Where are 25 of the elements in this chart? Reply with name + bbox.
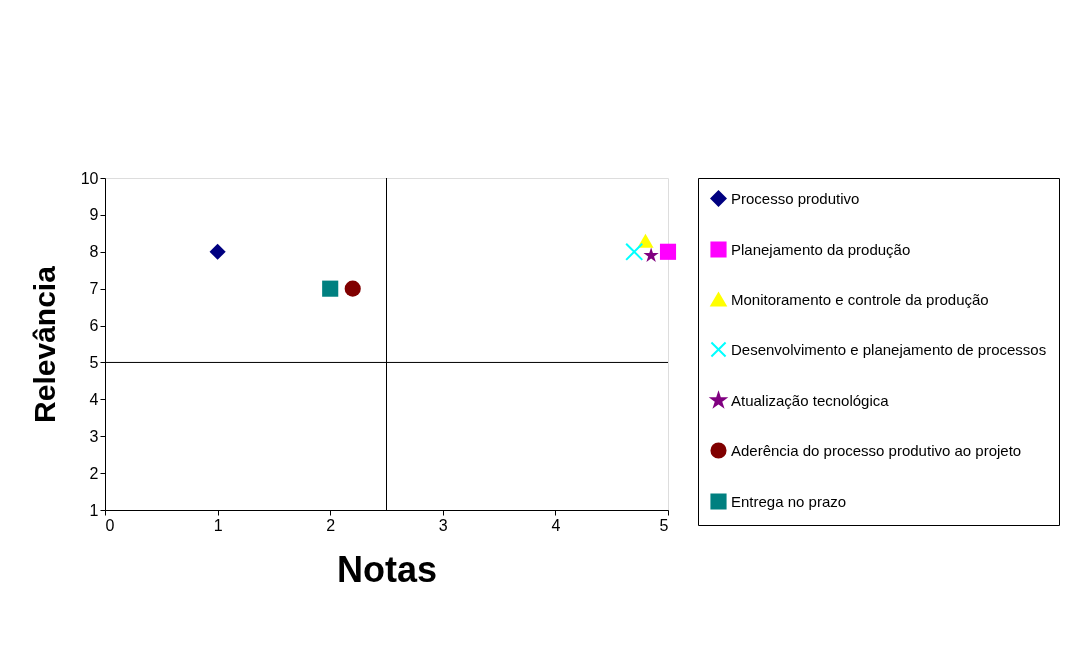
legend-label: Planejamento da produção bbox=[731, 240, 911, 258]
y-tick-label: 9 bbox=[89, 206, 99, 224]
x-tick-label: 1 bbox=[213, 516, 223, 534]
x-axis-title: Notas bbox=[336, 548, 438, 590]
y-tick-label: 6 bbox=[89, 317, 99, 335]
y-tick-label: 7 bbox=[89, 280, 99, 298]
x-tick-label: 3 bbox=[438, 516, 448, 534]
x-tick-label: 4 bbox=[551, 516, 561, 534]
legend-label: Processo produtivo bbox=[731, 189, 860, 207]
y-tick-label: 1 bbox=[89, 501, 99, 519]
x-tick-label: 5 bbox=[659, 516, 669, 534]
legend-label: Atualização tecnológica bbox=[731, 391, 890, 409]
legend-label: Desenvolvimento e planejamento de processos bbox=[731, 340, 1047, 358]
x-tick-label: 0 bbox=[105, 516, 115, 534]
x-tick-label: 2 bbox=[326, 516, 336, 534]
legend-label: Monitoramento e controle da produção bbox=[731, 290, 989, 308]
y-tick-label: 4 bbox=[89, 390, 99, 408]
y-tick-label: 2 bbox=[89, 464, 99, 482]
y-axis-title: Relevância bbox=[27, 265, 61, 423]
y-tick-label: 3 bbox=[89, 427, 99, 445]
y-tick-label: 10 bbox=[80, 169, 99, 187]
legend-label: Entrega no prazo bbox=[731, 492, 847, 510]
legend-label: Aderência do processo produtivo ao projeto bbox=[731, 441, 1022, 459]
y-tick-label: 5 bbox=[89, 353, 99, 371]
y-tick-label: 8 bbox=[89, 243, 99, 261]
